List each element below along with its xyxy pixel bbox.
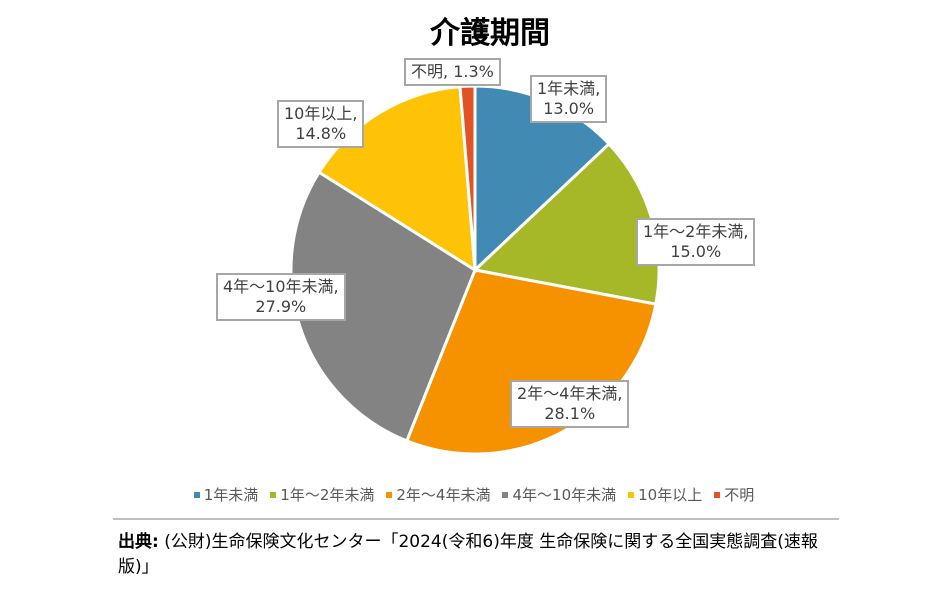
legend-label: 不明 <box>724 486 755 504</box>
legend-swatch <box>270 491 277 498</box>
legend-label: 10年以上 <box>638 486 703 504</box>
pie-slice-5 <box>458 84 477 271</box>
legend-swatch <box>386 491 393 498</box>
data-label-0: 1年未満, 13.0% <box>530 75 608 123</box>
legend-swatch <box>502 491 509 498</box>
data-label-2: 2年～4年未満, 28.1% <box>510 380 630 428</box>
legend-item-3: 4年～10年未満 <box>502 484 616 505</box>
legend-item-2: 2年～4年未満 <box>386 484 490 505</box>
source-note: 出典: (公財)生命保険文化センター「2024(令和6)年度 生命保険に関する全… <box>118 530 838 580</box>
legend-swatch <box>628 491 635 498</box>
legend-label: 2年～4年未満 <box>396 486 491 504</box>
legend: 1年未満 1年～2年未満 2年～4年未満 4年～10年未満 10年以上 不明 <box>0 484 948 505</box>
data-label-4: 10年以上, 14.8% <box>277 100 365 148</box>
source-prefix: 出典: <box>118 532 159 552</box>
divider <box>113 518 839 520</box>
data-label-1: 1年～2年未満, 15.0% <box>636 218 756 266</box>
source-text: (公財)生命保険文化センター「2024(令和6)年度 生命保険に関する全国実態調… <box>118 532 818 577</box>
legend-item-1: 1年～2年未満 <box>270 484 374 505</box>
data-label-5: 不明, 1.3% <box>404 58 501 86</box>
data-label-3: 4年～10年未満, 27.9% <box>216 273 346 321</box>
chart-title: 介護期間 <box>430 16 550 51</box>
legend-item-0: 1年未満 <box>193 484 259 505</box>
legend-label: 1年～2年未満 <box>280 486 375 504</box>
legend-item-5: 不明 <box>714 484 754 505</box>
legend-swatch <box>714 491 721 498</box>
pie-slice-3 <box>289 170 477 443</box>
legend-item-4: 10年以上 <box>628 484 702 505</box>
legend-swatch <box>193 491 200 498</box>
legend-label: 4年～10年未満 <box>512 486 617 504</box>
legend-label: 1年未満 <box>203 486 259 504</box>
